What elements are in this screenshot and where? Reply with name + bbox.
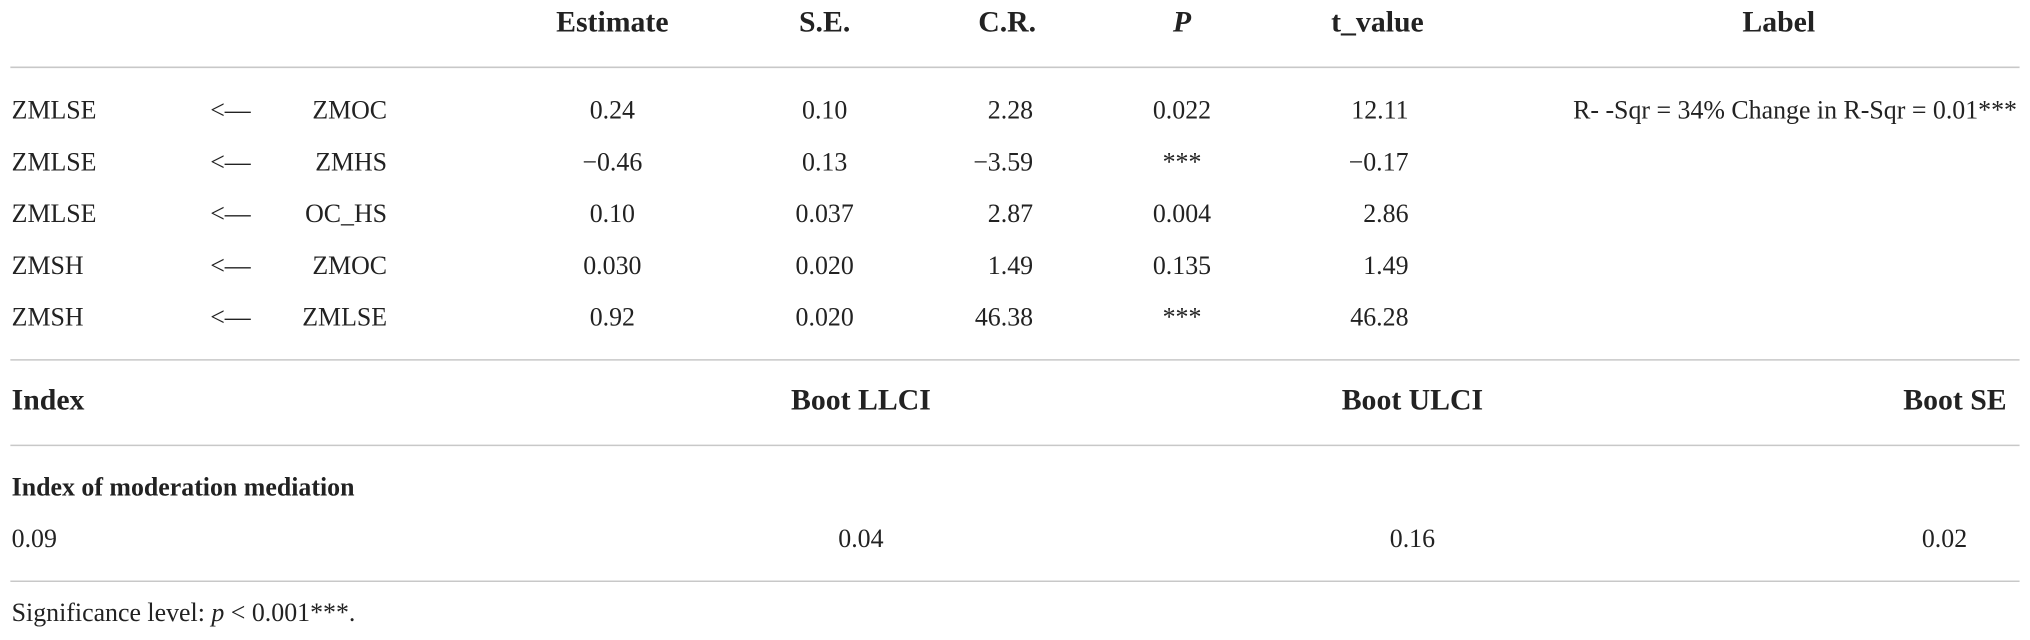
table-cell: 0.92 [590, 303, 635, 332]
footnote-part: < 0.001***. [224, 598, 355, 627]
table-cell: ZMLSE [12, 199, 97, 228]
table-cell: 0.022 [1153, 96, 1211, 125]
table-cell: *** [1163, 147, 1202, 176]
table-cell: 0.10 [590, 199, 635, 228]
table-cell: ZMLSE [12, 147, 97, 176]
table-cell: <— [210, 251, 252, 280]
table-cell: ZMLSE [302, 303, 387, 332]
table-cell: ZMOC [312, 251, 387, 280]
table-cell: ZMSH [12, 303, 84, 332]
table-cell: 46.28 [1350, 303, 1408, 332]
table-cell: 0.24 [590, 96, 635, 125]
table-cell: OC_HS [305, 199, 387, 228]
column-header: Boot SE [1903, 383, 2006, 416]
table-cell: <— [210, 199, 252, 228]
table-cell: ZMSH [12, 251, 84, 280]
table-cell: 2.28 [988, 96, 1033, 125]
column-header: t_value [1331, 5, 1424, 38]
column-header: S.E. [799, 5, 850, 38]
column-header: Boot ULCI [1342, 383, 1483, 416]
table-cell: 0.135 [1153, 251, 1211, 280]
table-cell: −0.17 [1349, 147, 1409, 176]
column-header: Label [1742, 5, 1815, 38]
table-cell: −3.59 [973, 147, 1033, 176]
table-cell: 0.020 [796, 303, 854, 332]
table-cell: 2.87 [988, 199, 1033, 228]
table-cell: 0.09 [12, 524, 57, 553]
table-cell: 0.02 [1922, 524, 1967, 553]
subheading: Index of moderation mediation [12, 472, 355, 501]
column-header: P [1172, 5, 1192, 38]
table-cell: *** [1163, 303, 1202, 332]
table-cell: 2.86 [1363, 199, 1408, 228]
column-header: Estimate [556, 5, 668, 38]
table-cell: −0.46 [582, 147, 642, 176]
table-cell: <— [210, 96, 252, 125]
table-cell: 12.11 [1351, 96, 1408, 125]
table-cell: 0.10 [802, 96, 847, 125]
table-cell: 0.004 [1153, 199, 1211, 228]
footnote-part: Significance level: [12, 598, 212, 627]
table-cell: 1.49 [1363, 251, 1408, 280]
footnote: Significance level: p < 0.001***. [12, 598, 356, 627]
footnote-part: p [209, 598, 224, 627]
table-cell: <— [210, 147, 252, 176]
label-note: R- -Sqr = 34% Change in R-Sqr = 0.01*** [1573, 96, 2017, 125]
column-header: Boot LLCI [791, 383, 931, 416]
table-cell: 0.020 [796, 251, 854, 280]
table-cell: ZMOC [312, 96, 387, 125]
table-cell: 46.38 [975, 303, 1033, 332]
table-cell: ZMHS [315, 147, 387, 176]
table-cell: 0.16 [1390, 524, 1435, 553]
table-cell: 0.13 [802, 147, 847, 176]
table-cell: 0.037 [796, 199, 854, 228]
table-cell: <— [210, 303, 252, 332]
column-header: C.R. [978, 5, 1036, 38]
table-cell: 0.030 [583, 251, 641, 280]
table-cell: 0.04 [838, 524, 883, 553]
table-cell: 1.49 [988, 251, 1033, 280]
table-cell: ZMLSE [12, 96, 97, 125]
column-header: Index [12, 383, 85, 416]
